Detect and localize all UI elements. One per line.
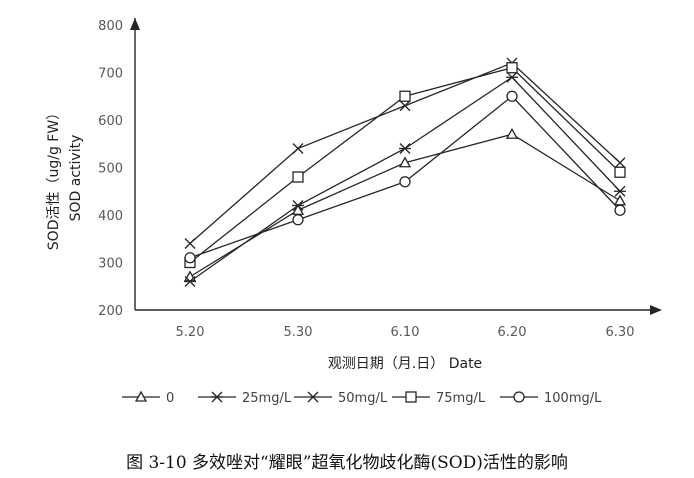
series-markers [183,57,627,287]
data-point-4-3 [506,90,518,102]
legend-item: 25mg/L [198,391,292,406]
data-point-3-4 [614,166,626,178]
legend-marker [405,391,417,403]
data-point-1-4 [614,185,626,197]
y-tick-label: 300 [98,257,123,272]
x-tick-label: 6.20 [498,325,527,340]
data-point-2-0 [184,238,196,249]
legend-marker [307,391,319,403]
data-point-0-4 [613,194,627,206]
sod-line-chart: 200 300 400 500 600 700 800 5.20 5.30 6.10 6.20 6.… [46,18,662,406]
x-tick-labels: 5.20 5.30 6.10 6.20 6.30 [176,325,635,340]
y-axis-subtitle: SOD activity [68,135,84,222]
legend-item: 100mg/L [500,391,602,406]
data-point-3-1 [292,171,304,183]
y-tick-label: 500 [98,162,123,177]
legend-marker [134,390,148,402]
y-tick-labels: 200 300 400 500 600 700 800 [98,19,123,319]
y-tick-label: 600 [98,114,123,129]
legend-item: 75mg/L [392,391,486,406]
legend-marker [211,391,223,403]
x-tick-label: 5.20 [176,325,205,340]
data-point-4-1 [292,214,304,226]
data-point-4-2 [399,176,411,188]
data-point-3-2 [399,90,411,102]
legend-item: 50mg/L [294,391,388,406]
legend-item: 0 [122,390,174,406]
legend-label: 75mg/L [436,391,486,406]
legend-label: 50mg/L [338,391,388,406]
y-tick-label: 800 [98,19,123,34]
data-point-0-2 [398,156,412,168]
data-point-1-1 [292,200,304,211]
chart-axes [130,18,662,315]
data-point-0-0 [183,270,197,282]
x-axis-title: 观测日期（月.日） Date [328,356,482,372]
legend: 0 25mg/L 50mg/L 75mg/L 100mg/L [122,390,602,406]
x-axis-arrow [650,305,662,315]
legend-label: 0 [166,391,174,406]
data-point-3-3 [506,62,518,74]
y-axis-arrow [130,18,140,30]
x-tick-label: 5.30 [284,325,313,340]
x-tick-label: 6.10 [391,325,420,340]
y-tick-label: 400 [98,209,123,224]
data-point-4-0 [184,252,196,264]
data-point-1-0 [184,276,196,287]
legend-label: 25mg/L [242,391,292,406]
legend-marker [513,391,525,403]
y-tick-label: 200 [98,304,123,319]
y-axis-title: SOD活性（ug/g FW） [46,106,62,250]
figure-caption: 图 3-10 多效唑对“耀眼”超氧化物歧化酶(SOD)活性的影响 [126,453,568,473]
x-tick-label: 6.30 [606,325,635,340]
data-point-1-2 [399,143,411,154]
legend-label: 100mg/L [544,391,602,406]
data-point-2-1 [292,143,304,154]
y-tick-label: 700 [98,67,123,82]
data-point-2-4 [614,157,626,169]
series-line-0 [189,133,621,278]
data-point-4-4 [614,204,626,216]
data-point-1-3 [506,71,518,83]
data-point-0-3 [505,127,519,139]
series-line-2 [189,62,621,244]
data-point-2-2 [399,100,411,112]
